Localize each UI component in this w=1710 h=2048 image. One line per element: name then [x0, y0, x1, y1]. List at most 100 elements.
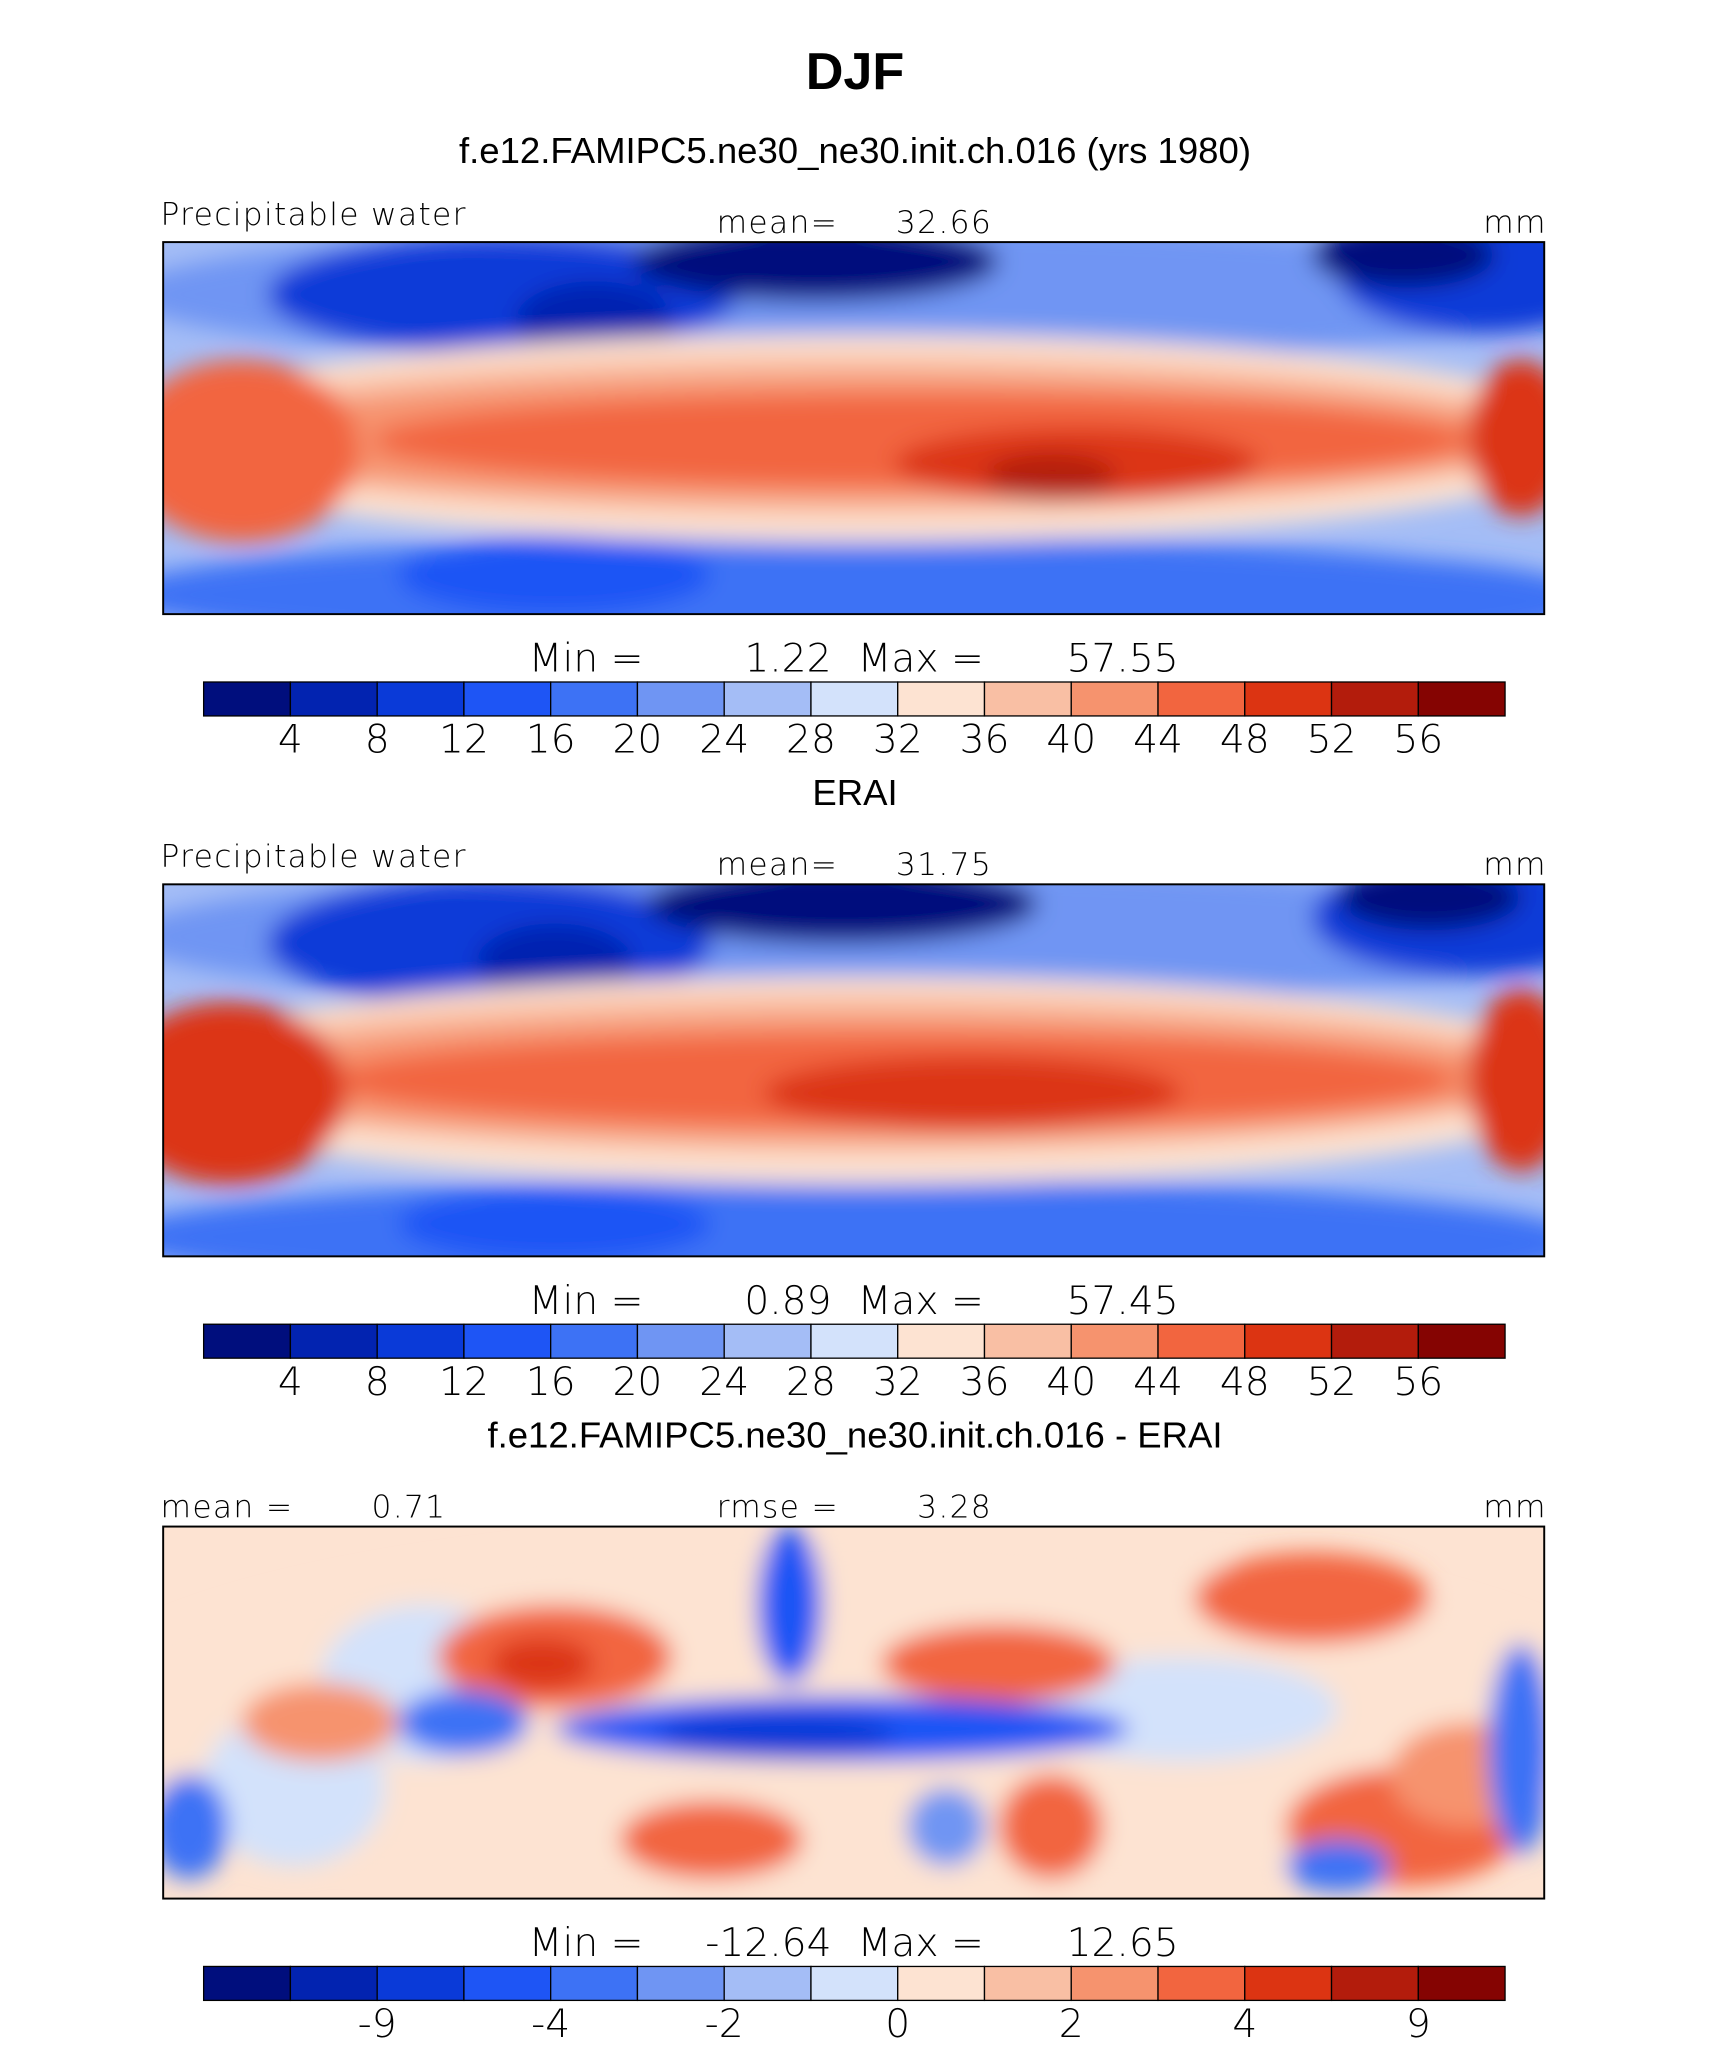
color-box — [983, 1323, 1072, 1359]
contour-region — [1338, 884, 1521, 931]
color-box — [983, 1965, 1072, 2002]
contour-region — [1468, 988, 1545, 1172]
color-box — [1070, 1965, 1159, 2002]
contour-region — [757, 1526, 823, 1684]
colorbar-label: 36 — [960, 718, 1010, 763]
color-box — [636, 681, 725, 717]
max-value: 57.55 — [1067, 637, 1179, 682]
color-box — [1330, 1323, 1419, 1359]
figure-title: DJF — [806, 43, 905, 101]
colorbar-label: 24 — [699, 1360, 749, 1405]
color-box — [1417, 681, 1506, 717]
stat-label: rmse = — [717, 1489, 839, 1525]
map-frame — [162, 883, 1546, 1258]
color-box — [1244, 1965, 1333, 2002]
colorbar-label: 4 — [278, 718, 303, 763]
contour-region — [1194, 1552, 1430, 1645]
color-box — [202, 681, 292, 717]
color-box — [1157, 681, 1246, 717]
variable-label: Precipitable water — [161, 197, 467, 233]
max-value: 57.45 — [1067, 1279, 1179, 1324]
color-box — [289, 1323, 378, 1359]
stat-value: 31.75 — [896, 847, 992, 883]
panel-subtitle: f.e12.FAMIPC5.ne30_ne30.init.ch.016 (yrs… — [459, 130, 1251, 171]
color-box — [1070, 681, 1159, 717]
map-field — [163, 884, 1545, 1257]
color-box — [1244, 681, 1333, 717]
panel-subtitle: f.e12.FAMIPC5.ne30_ne30.init.ch.016 - ER… — [487, 1414, 1222, 1455]
contour-region — [1024, 555, 1545, 615]
colorbar-label: 16 — [526, 718, 576, 763]
colorbar-label: 52 — [1307, 718, 1357, 763]
colorbar-label: 28 — [786, 718, 836, 763]
contour-region — [398, 1689, 529, 1755]
color-box — [897, 681, 986, 717]
contour-region — [881, 1624, 1117, 1703]
colorbar-label: 0 — [885, 2002, 910, 2047]
colorbar-label: 56 — [1393, 1360, 1443, 1405]
color-box — [1244, 1323, 1333, 1359]
colorbar-label: 48 — [1220, 718, 1270, 763]
map-frame — [162, 1525, 1546, 1900]
color-box — [1157, 1323, 1246, 1359]
map-contours — [163, 884, 1545, 1257]
max-label: Max = — [858, 1279, 984, 1324]
color-box — [1417, 1323, 1506, 1359]
colorbar-label: 40 — [1046, 1360, 1096, 1405]
colorbar-label: 44 — [1133, 718, 1183, 763]
colorbar-label: 9 — [1406, 2002, 1431, 2047]
colorbar-label: 16 — [526, 1360, 576, 1405]
color-box — [463, 681, 552, 717]
contour-region — [1311, 242, 1495, 288]
min-value: -12.64 — [705, 1921, 831, 1966]
colorbar-label: 8 — [365, 718, 390, 763]
contour-region — [1011, 1197, 1545, 1257]
color-box — [550, 1323, 639, 1359]
contour-region — [1488, 1644, 1545, 1853]
contour-region — [1468, 359, 1545, 517]
colorbar-label: 8 — [365, 1360, 390, 1405]
units-label: mm — [1483, 205, 1547, 241]
stat-label: mean= — [717, 205, 839, 241]
color-box — [202, 1965, 292, 2002]
max-label: Max = — [858, 1921, 984, 1966]
color-box — [463, 1965, 552, 2002]
color-box — [636, 1323, 725, 1359]
map-contours — [163, 1526, 1545, 1899]
map-field — [163, 1526, 1545, 1899]
colorbar-label: 12 — [439, 1360, 489, 1405]
color-box — [376, 1323, 465, 1359]
min-label: Min = — [529, 637, 644, 682]
color-box — [897, 1323, 986, 1359]
contour-region — [620, 1800, 803, 1879]
color-box — [723, 1965, 812, 2002]
contour-region — [763, 1056, 1182, 1130]
contour-region — [398, 1187, 712, 1257]
colorbar-label: 12 — [439, 718, 489, 763]
max-label: Max = — [858, 637, 984, 682]
min-label: Min = — [529, 1921, 644, 1966]
color-box — [376, 681, 465, 717]
color-box — [810, 1323, 899, 1359]
contour-region — [646, 884, 1038, 944]
contour-region — [489, 1637, 594, 1690]
colorbar-label: 4 — [1232, 2002, 1257, 2047]
color-box — [723, 1323, 812, 1359]
color-box — [1417, 1965, 1506, 2002]
colorbar-label: 20 — [613, 718, 663, 763]
colorbar-label: 24 — [699, 718, 749, 763]
min-label: Min = — [529, 1279, 644, 1324]
contour-region — [163, 359, 359, 543]
max-value: 12.65 — [1067, 1921, 1179, 1966]
units-label: mm — [1483, 847, 1547, 883]
colorbar-label: -2 — [705, 2002, 744, 2047]
color-box — [810, 1965, 899, 2002]
color-box — [1330, 681, 1419, 717]
map-contours — [163, 242, 1545, 615]
stat-value: 0.71 — [371, 1489, 446, 1525]
color-box — [289, 1965, 378, 2002]
contour-region — [241, 1683, 399, 1762]
colorbar-label: 48 — [1220, 1360, 1270, 1405]
colorbar-label: 4 — [278, 1360, 303, 1405]
